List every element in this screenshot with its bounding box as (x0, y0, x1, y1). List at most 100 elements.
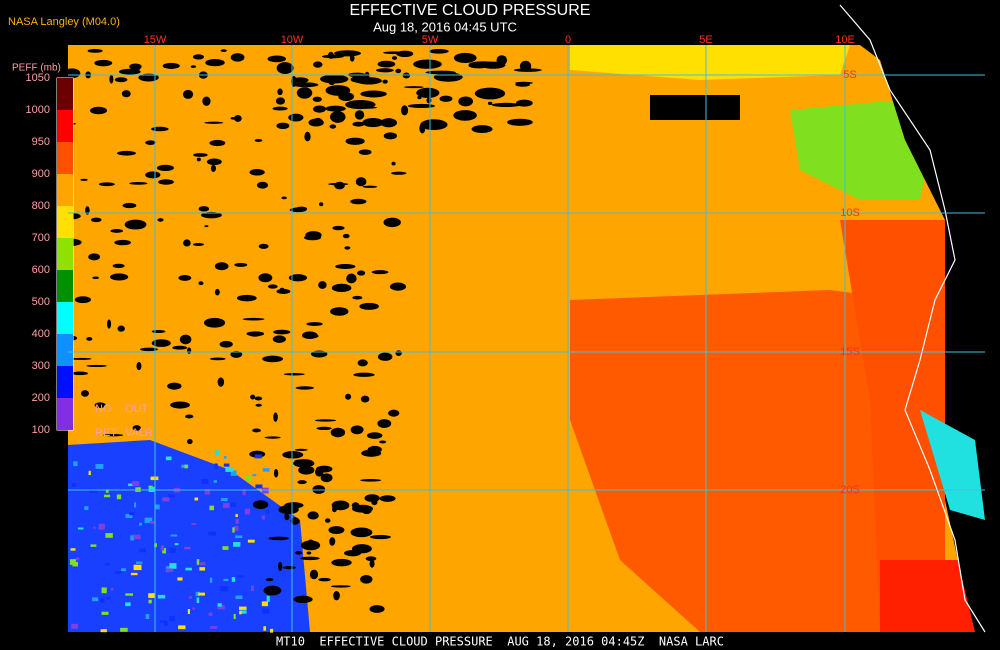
clear-sky (330, 585, 351, 588)
clear-sky (383, 217, 401, 228)
clear-sky (107, 319, 112, 329)
clear-sky (369, 534, 392, 540)
clear-sky (276, 62, 294, 74)
clear-sky (391, 161, 396, 166)
legend-tick-label: 1000 (26, 104, 50, 116)
high-cloud-texture (166, 568, 174, 572)
high-cloud-texture (213, 480, 217, 483)
clear-sky (354, 110, 365, 120)
clear-sky (314, 419, 337, 422)
clear-sky (198, 206, 210, 212)
clear-sky (357, 270, 366, 276)
high-cloud-texture (214, 450, 219, 456)
clear-sky (88, 253, 101, 261)
clear-sky (331, 506, 337, 513)
clear-sky (157, 218, 164, 222)
clear-sky (300, 556, 320, 561)
high-cloud-texture (105, 596, 111, 600)
subtitle: Aug 18, 2016 04:45 UTC (373, 19, 517, 34)
high-cloud-texture (244, 508, 251, 515)
high-cloud-texture (239, 606, 247, 610)
clear-sky (256, 181, 269, 189)
high-cloud-texture (209, 577, 213, 583)
clear-sky (426, 97, 432, 104)
clear-sky (263, 585, 282, 596)
high-cloud-texture (93, 526, 96, 529)
high-cloud-texture (209, 505, 215, 511)
high-cloud-texture (148, 486, 156, 492)
high-cloud-texture (105, 489, 109, 493)
clear-sky (267, 284, 278, 289)
high-cloud-texture (169, 616, 176, 622)
clear-sky (252, 500, 269, 510)
coastline (839, 4, 986, 633)
clear-sky (133, 65, 141, 72)
latitude-label: 5S (843, 69, 856, 81)
high-cloud-texture (162, 548, 166, 554)
high-cloud-texture (139, 548, 146, 553)
high-cloud-texture (232, 527, 235, 533)
high-cloud-texture (223, 503, 230, 508)
clear-sky (407, 103, 436, 108)
clear-sky (329, 537, 336, 546)
clear-sky (230, 53, 245, 62)
clear-sky (124, 219, 147, 230)
high-cloud-texture (187, 609, 190, 615)
clear-sky (335, 263, 356, 269)
clear-sky (367, 445, 382, 454)
clear-sky (308, 118, 324, 127)
clear-sky (281, 196, 287, 200)
high-cloud-texture (192, 607, 195, 610)
low-cloud-region (570, 290, 905, 632)
clear-sky (273, 329, 291, 335)
legend-swatch (57, 302, 73, 334)
high-cloud-texture (217, 604, 225, 610)
clear-sky (183, 239, 191, 247)
source-label: NASA Langley (M04.0) (8, 16, 120, 28)
legend-tick-label: 500 (32, 296, 50, 308)
clear-sky (334, 181, 345, 190)
clear-sky (365, 556, 377, 562)
legend-swatch (57, 206, 73, 238)
clear-sky (496, 55, 508, 66)
high-cloud-texture (92, 597, 99, 602)
clear-sky (204, 225, 209, 228)
satellite-map (60, 4, 1000, 633)
clear-sky (242, 317, 265, 321)
high-cloud-texture (134, 502, 137, 508)
clear-sky (318, 577, 331, 582)
clear-sky (139, 347, 158, 352)
clear-sky (272, 106, 288, 111)
clear-sky (277, 88, 283, 96)
high-cloud-texture (239, 611, 242, 615)
legend-tick-label: 300 (32, 360, 50, 372)
high-cloud-texture (196, 559, 200, 565)
high-cloud-texture (222, 546, 229, 550)
clear-sky (234, 262, 248, 267)
high-cloud-texture (225, 467, 233, 472)
clear-sky (254, 138, 263, 142)
clear-sky (345, 137, 365, 145)
clear-sky (219, 340, 233, 348)
high-cloud-texture (223, 463, 230, 467)
high-cloud-texture (188, 596, 193, 599)
high-cloud-texture (98, 523, 105, 530)
high-cloud-texture (263, 626, 267, 631)
clear-sky (312, 484, 326, 494)
clear-sky (92, 276, 100, 280)
clear-sky (117, 325, 125, 332)
clear-sky (358, 149, 372, 155)
high-cloud-texture (262, 468, 270, 472)
clear-sky (156, 164, 175, 172)
clear-sky (327, 51, 334, 59)
clear-sky (186, 347, 192, 354)
clear-sky (492, 88, 502, 97)
legend-tick-label: 400 (32, 328, 50, 340)
clear-sky (94, 59, 113, 67)
high-cloud-texture (132, 481, 140, 486)
high-cloud-texture (269, 628, 274, 633)
clear-sky (192, 242, 205, 247)
clear-sky (74, 296, 91, 304)
high-cloud-texture (231, 577, 236, 582)
high-cloud-texture (178, 625, 186, 630)
